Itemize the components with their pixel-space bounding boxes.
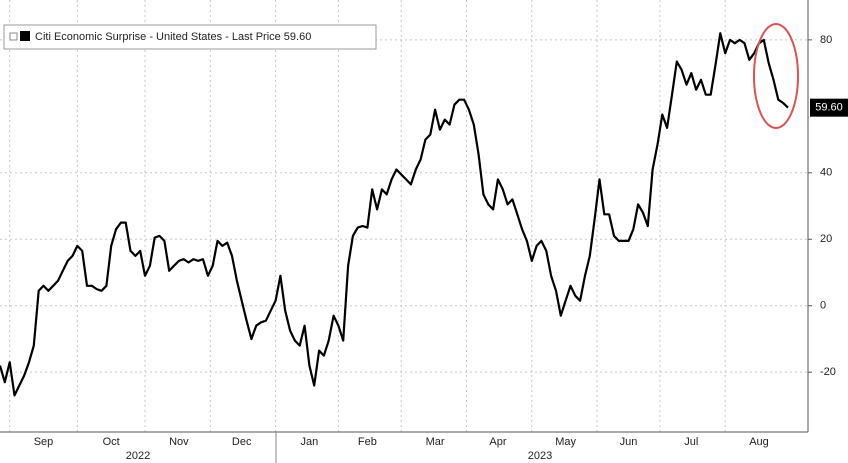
marks [0,32,789,397]
line [0,32,789,397]
y-tick-label: 80 [820,34,832,46]
plot-area [0,0,808,432]
x-tick-label: Aug [749,436,769,448]
x-tick-label: Sep [34,436,54,448]
x-tick-label: May [555,436,576,448]
x-tick-label: Jan [301,436,319,448]
x-tick-label: Feb [358,436,377,448]
legend-swatch [20,31,30,41]
y-tick-label: 40 [820,167,832,179]
x-tick-label: Mar [426,436,445,448]
year-label: 2023 [528,450,552,462]
y-tick-label: 0 [820,300,826,312]
x-tick-label: Jun [620,436,638,448]
highlight-circle [753,23,799,129]
x-tick-label: Apr [489,436,506,448]
grid [0,0,808,432]
legend: Citi Economic Surprise - United States -… [3,24,377,50]
y-tick-label: 20 [820,233,832,245]
x-tick-label: Nov [169,436,189,448]
x-tick-label: Jul [684,436,698,448]
x-tick-label: Dec [232,436,252,448]
legend-box [3,24,377,50]
y-tick-label: -20 [820,366,836,378]
legend-toggle [9,32,18,41]
legend-label: Citi Economic Surprise - United States -… [35,31,311,43]
last-price-label: 59.60 [815,102,843,114]
last-price-box [810,98,848,117]
x-tick-label: Oct [103,436,120,448]
year-label: 2022 [126,450,150,462]
